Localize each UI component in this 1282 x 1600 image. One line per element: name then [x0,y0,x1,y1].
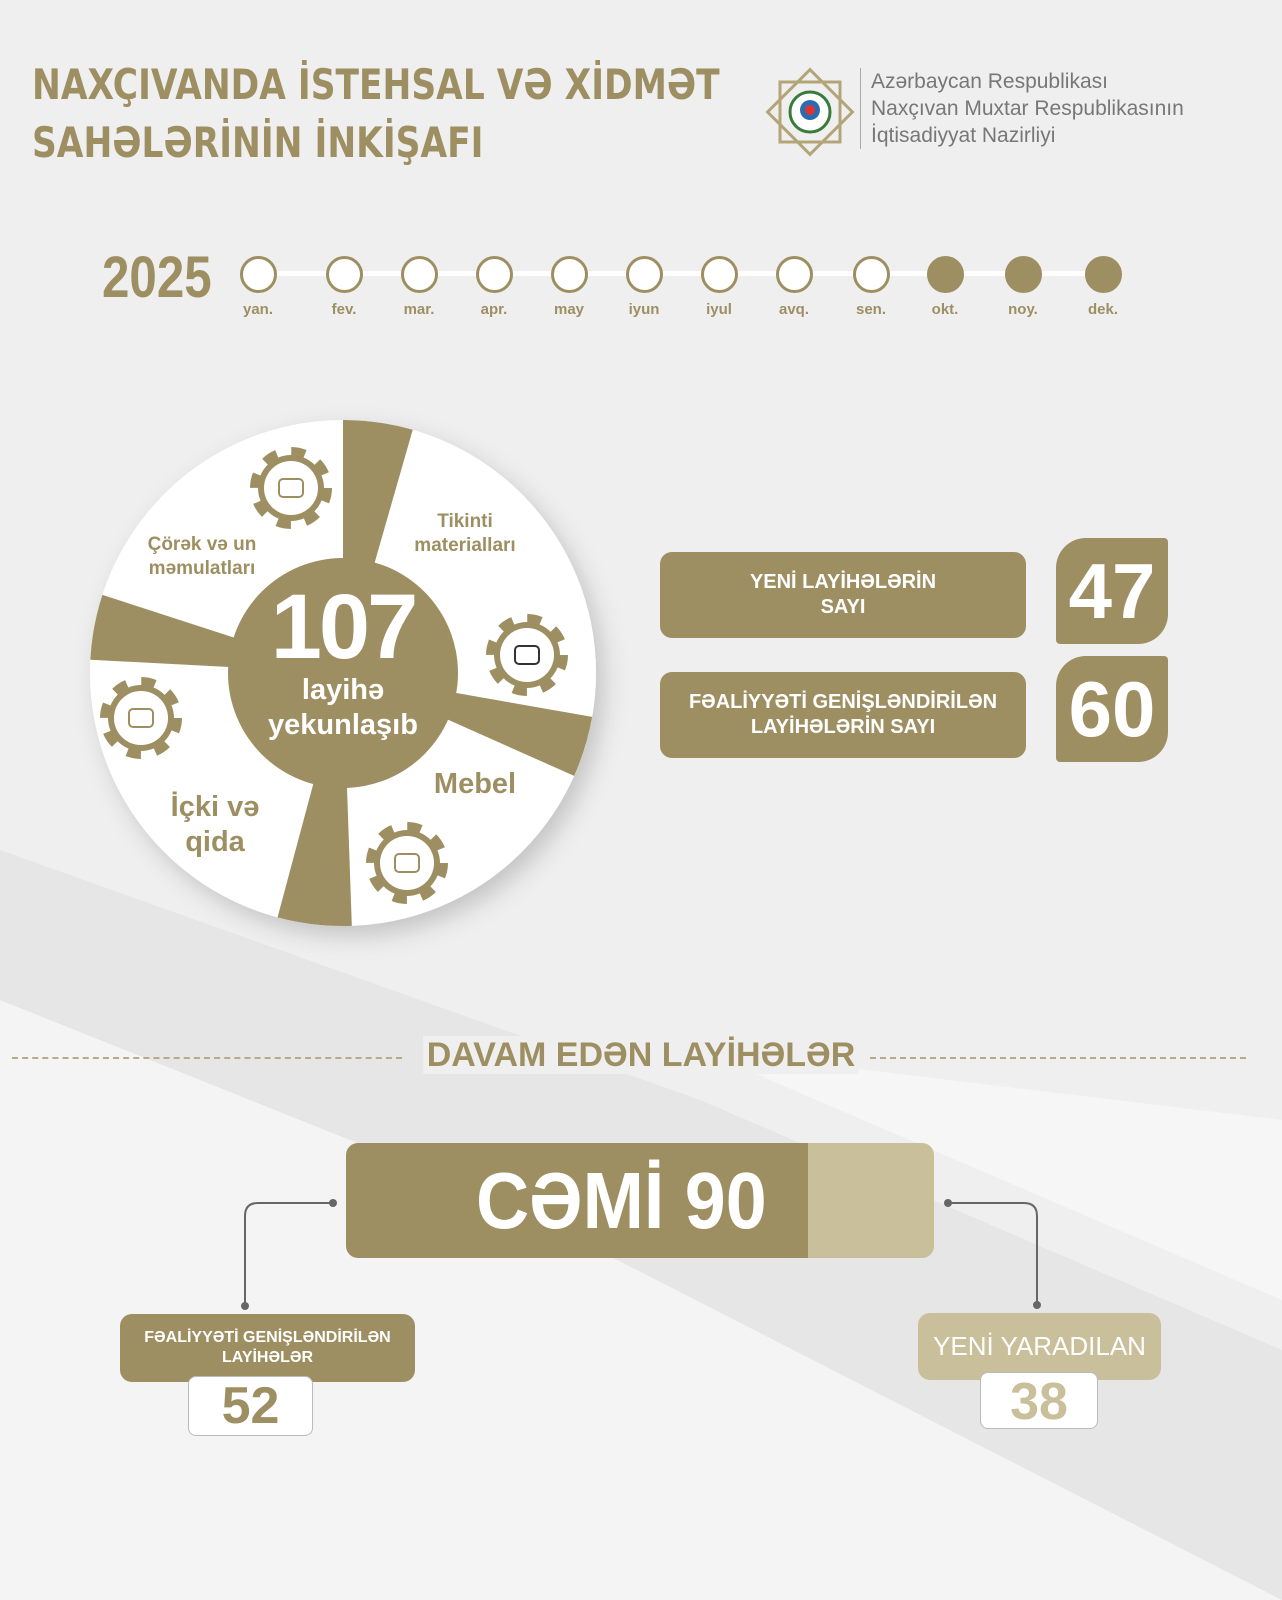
month-marker [401,256,438,293]
month-marker [927,256,964,293]
month-label: may [553,301,585,318]
month-marker [326,256,363,293]
food-drink-icon [100,677,182,759]
sector-label-bread: Çörək və un məmulatları [147,534,257,579]
divider-left [12,1057,402,1059]
month-marker [240,256,277,293]
month-label: mar. [403,301,435,318]
month-label: iyun [628,301,660,318]
month-label: iyul [706,301,732,318]
sofa-icon [366,822,448,904]
sector-label-construction: Tikinti materialları [414,511,516,556]
sector-label-food-drink: İçki və qida [170,791,260,858]
month-marker [551,256,588,293]
total-count: CƏMİ 90 [476,1156,767,1245]
organization-name: Azərbaycan Respublikası Naxçıvan Muxtar … [860,68,1184,149]
bread-icon [250,447,332,529]
ongoing-title: DAVAM EDƏN LAYİHƏLƏR [0,1036,1282,1075]
total-bar: CƏMİ 90 [346,1143,934,1258]
new-projects-count: 47 [1056,538,1168,644]
expanded-ongoing-label: FƏALİYYƏTİ GENİŞLƏNDİRİLƏN LAYİHƏLƏR [120,1314,415,1382]
expanded-projects-label: FƏALİYYƏTİ GENİŞLƏNDİRİLƏN LAYİHƏLƏRİN SA… [660,672,1026,758]
new-projects-label: YENİ LAYİHƏLƏRİN SAYI [660,552,1026,638]
month-marker [476,256,513,293]
month-marker [1085,256,1122,293]
completed-count: 107 [270,576,419,678]
expanded-projects-count: 60 [1056,656,1168,762]
expanded-ongoing-count: 52 [188,1376,313,1436]
building-materials-icon [486,614,568,696]
month-label: avq. [778,301,809,318]
month-label: noy. [1008,301,1038,318]
timeline-year: 2025 [102,245,212,310]
month-label: apr. [480,301,508,318]
month-marker [626,256,663,293]
divider-right [870,1057,1246,1059]
sector-label-furniture: Mebel [433,768,517,800]
month-label: sen. [855,301,886,318]
new-ongoing-label: YENİ YARADILAN [918,1313,1161,1380]
emblem-icon [765,67,855,157]
wheel-center [228,558,458,788]
month-marker [776,256,813,293]
month-label: yan. [242,301,273,318]
sector-wheel [90,420,596,926]
wheel-center-text: 107 layihə yekunlaşıb [228,576,458,742]
new-ongoing-count: 38 [980,1372,1098,1431]
month-label: fev. [331,301,357,318]
month-marker [1005,256,1042,293]
month-marker [853,256,890,293]
month-marker [701,256,738,293]
month-label: okt. [931,301,959,318]
month-label: dek. [1087,301,1118,318]
timeline-track [258,271,1104,276]
page-title: NAXÇIVANDA İSTEHSAL VƏ XİDMƏT SAHƏLƏRİNİ… [32,60,720,167]
